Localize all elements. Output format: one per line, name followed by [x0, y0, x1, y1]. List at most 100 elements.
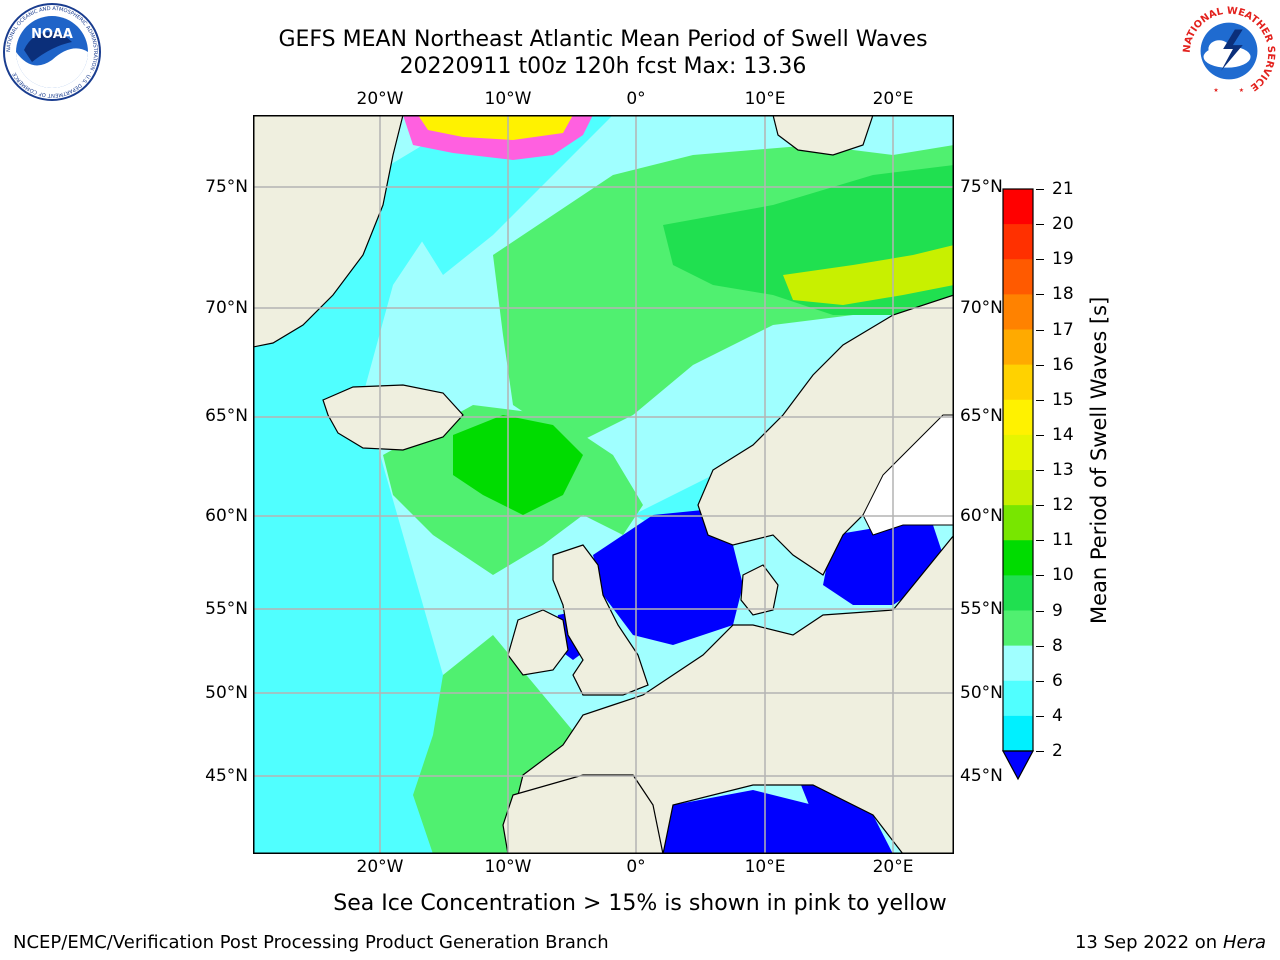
colorbar-swatch [1003, 505, 1033, 541]
colorbar-label: 2 [1052, 741, 1063, 761]
lon-tick-top-5: 20°E [872, 89, 914, 109]
colorbar-label: 17 [1052, 319, 1074, 340]
colorbar-tick [1036, 715, 1044, 717]
colorbar-swatch [1003, 364, 1033, 401]
lat-tick-right-4: 60°N [960, 506, 1003, 526]
nws-logo: NATIONAL WEATHER SERVICE ★ ★ [1182, 4, 1276, 98]
mediterranean-low-period [663, 790, 873, 854]
colorbar-label: 12 [1052, 495, 1074, 516]
colorbar-swatch [1003, 680, 1033, 717]
colorbar-label: 8 [1052, 635, 1063, 656]
colorbar-label: 10 [1052, 565, 1074, 586]
noaa-logo: NOAA NATIONAL OCEANIC AND ATMOSPHERIC AD… [3, 3, 101, 101]
footer-machine: Hera [1222, 932, 1266, 953]
colorbar-tick [1036, 294, 1044, 296]
colorbar-swatch [1003, 715, 1033, 752]
colorbar-swatch [1003, 575, 1033, 611]
colorbar-label: 4 [1052, 705, 1063, 726]
colorbar-swatch [1003, 540, 1033, 576]
colorbar-tick [1036, 610, 1044, 612]
lat-tick-left-4: 60°N [205, 506, 248, 526]
colorbar-swatch [1003, 399, 1033, 436]
colorbar-label: 14 [1052, 424, 1074, 445]
chart-subtitle: 20220911 t00z 120h fcst Max: 13.36 [399, 54, 807, 79]
lat-tick-left-6: 50°N [205, 683, 248, 703]
colorbar-swatch [1003, 189, 1033, 225]
lat-tick-left-2: 70°N [205, 298, 248, 318]
colorbar-swatch [1003, 294, 1033, 330]
colorbar-label: 9 [1052, 600, 1063, 621]
lon-tick-top-3: 0° [626, 89, 646, 109]
lat-tick-left-5: 55°N [205, 599, 248, 619]
lat-tick-right-6: 50°N [960, 683, 1003, 703]
colorbar-swatch [1003, 645, 1033, 682]
lon-tick-bottom-3: 0° [626, 857, 646, 877]
chart-title: GEFS MEAN Northeast Atlantic Mean Period… [278, 27, 928, 52]
lon-tick-top-2: 10°W [484, 89, 532, 109]
svg-text:★: ★ [1239, 87, 1244, 94]
colorbar-frame [1002, 188, 1034, 752]
map-panel [253, 115, 954, 854]
colorbar-tick [1036, 364, 1044, 366]
colorbar-label: 19 [1052, 249, 1074, 270]
sea-ice-caption: Sea Ice Concentration > 15% is shown in … [333, 891, 947, 916]
lat-tick-left-1: 75°N [205, 177, 248, 197]
lon-tick-bottom-5: 20°E [872, 857, 914, 877]
colorbar-tick [1036, 224, 1044, 226]
lon-tick-top-1: 20°W [356, 89, 404, 109]
lon-tick-bottom-2: 10°W [484, 857, 532, 877]
colorbar-swatch [1003, 434, 1033, 471]
north-sea-low-period [593, 510, 743, 645]
colorbar-label: 13 [1052, 460, 1074, 480]
colorbar-label: 21 [1052, 179, 1074, 199]
iberia-land [502, 774, 664, 854]
lon-tick-bottom-1: 20°W [356, 857, 404, 877]
colorbar-tick [1036, 540, 1044, 542]
colorbar [1001, 188, 1035, 781]
colorbar-tick [1036, 575, 1044, 577]
svalbard-land [772, 115, 874, 156]
greenland-land [253, 115, 404, 348]
europe-land [517, 534, 954, 854]
colorbar-title: Mean Period of Swell Waves [s] [1087, 296, 1111, 624]
denmark-land [740, 564, 779, 616]
colorbar-swatch [1003, 329, 1033, 366]
colorbar-label: 15 [1052, 389, 1074, 410]
colorbar-tick [1036, 259, 1044, 261]
footer-date: 13 Sep 2022 on Hera [1075, 932, 1266, 954]
colorbar-tick [1036, 751, 1044, 752]
great-britain-land [552, 544, 649, 696]
colorbar-swatch [1003, 470, 1033, 506]
colorbar-label: 11 [1052, 530, 1074, 551]
ireland-land [507, 609, 569, 676]
colorbar-tick [1036, 645, 1044, 647]
colorbar-label: 6 [1052, 670, 1063, 691]
colorbar-swatch [1003, 224, 1033, 260]
lon-tick-top-4: 10°E [744, 89, 786, 109]
noaa-logo-text: NOAA [31, 27, 73, 42]
swell-band-yellow-barents [783, 245, 954, 305]
lat-tick-left-7: 45°N [205, 766, 248, 786]
colorbar-tick [1036, 329, 1044, 331]
lat-tick-right-7: 45°N [960, 766, 1003, 786]
colorbar-label: 18 [1052, 284, 1074, 305]
colorbar-tick [1036, 505, 1044, 507]
colorbar-under-arrow [1001, 750, 1035, 781]
graticule [253, 115, 954, 854]
footer-credit: NCEP/EMC/Verification Post Processing Pr… [13, 932, 609, 953]
colorbar-tick [1036, 470, 1044, 471]
lat-tick-right-1: 75°N [960, 177, 1003, 197]
colorbar-label: 20 [1052, 214, 1074, 235]
colorbar-tick [1036, 399, 1044, 401]
lon-tick-bottom-4: 10°E [744, 857, 786, 877]
lat-tick-left-3: 65°N [205, 406, 248, 426]
colorbar-swatch [1003, 610, 1033, 647]
sea-ice-core [418, 115, 573, 140]
map-frame [253, 115, 954, 854]
swell-band-cyan-north [393, 115, 613, 275]
colorbar-swatches [1001, 189, 1035, 781]
colorbar-label: 16 [1052, 354, 1074, 375]
footer-date-text: 13 Sep 2022 on [1074, 932, 1218, 953]
colorbar-tick [1036, 680, 1044, 682]
svg-text:★: ★ [1213, 87, 1218, 94]
